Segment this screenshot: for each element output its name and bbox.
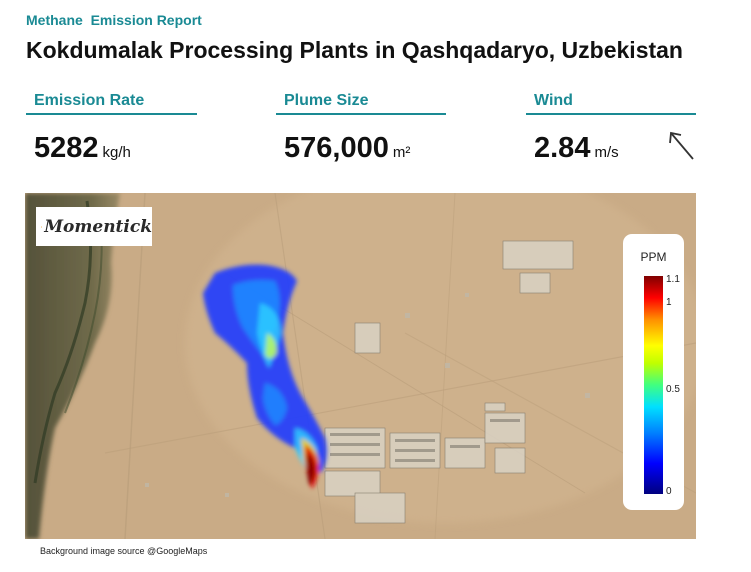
logo-mark-icon (41, 225, 43, 228)
emission-rate-value-row: 5282 kg/h (34, 132, 197, 165)
plume-size-label: Plume Size (276, 92, 446, 115)
legend-tick-mid: 0.5 (666, 384, 680, 395)
wind-unit: m/s (594, 144, 619, 161)
arrow-up-left-icon (669, 131, 694, 160)
methane-plume (203, 264, 327, 489)
methane-plume-map[interactable]: Momentick PPM 1.1 1 0.5 0 (25, 193, 696, 539)
legend-title: PPM (640, 250, 667, 264)
legend-tick-max: 1.1 (666, 274, 680, 285)
plume-size-value: 576,000 (284, 132, 389, 164)
wind-value-row: 2.84 m/s (534, 132, 696, 165)
plume-size-unit: m² (392, 144, 411, 161)
momentick-logo: Momentick (36, 207, 152, 246)
processing-plant-north (354, 240, 574, 412)
legend-tick-1: 1 (666, 297, 672, 308)
image-source-caption: Background image source @GoogleMaps (40, 546, 208, 556)
wind-metric: Wind 2.84 m/s (526, 92, 696, 165)
plume-size-metric: Plume Size 576,000 m² (276, 92, 446, 165)
legend-tick-min: 0 (666, 486, 672, 497)
plume-size-value-row: 576,000 m² (284, 132, 446, 165)
emission-rate-value: 5282 (34, 132, 99, 164)
wind-label: Wind (526, 92, 696, 115)
wind-value: 2.84 (534, 132, 591, 164)
logo-text: Momentick (44, 216, 152, 237)
report-label: Methane Emission Report (26, 12, 202, 28)
page-title: Kokdumalak Processing Plants in Qashqada… (26, 37, 683, 63)
ppm-legend: PPM 1.1 1 0.5 0 (623, 234, 684, 510)
legend-colorbar (644, 276, 663, 494)
emission-rate-label: Emission Rate (26, 92, 197, 115)
satellite-background (25, 193, 696, 539)
emission-rate-unit: kg/h (102, 144, 131, 161)
emission-rate-metric: Emission Rate 5282 kg/h (26, 92, 197, 165)
